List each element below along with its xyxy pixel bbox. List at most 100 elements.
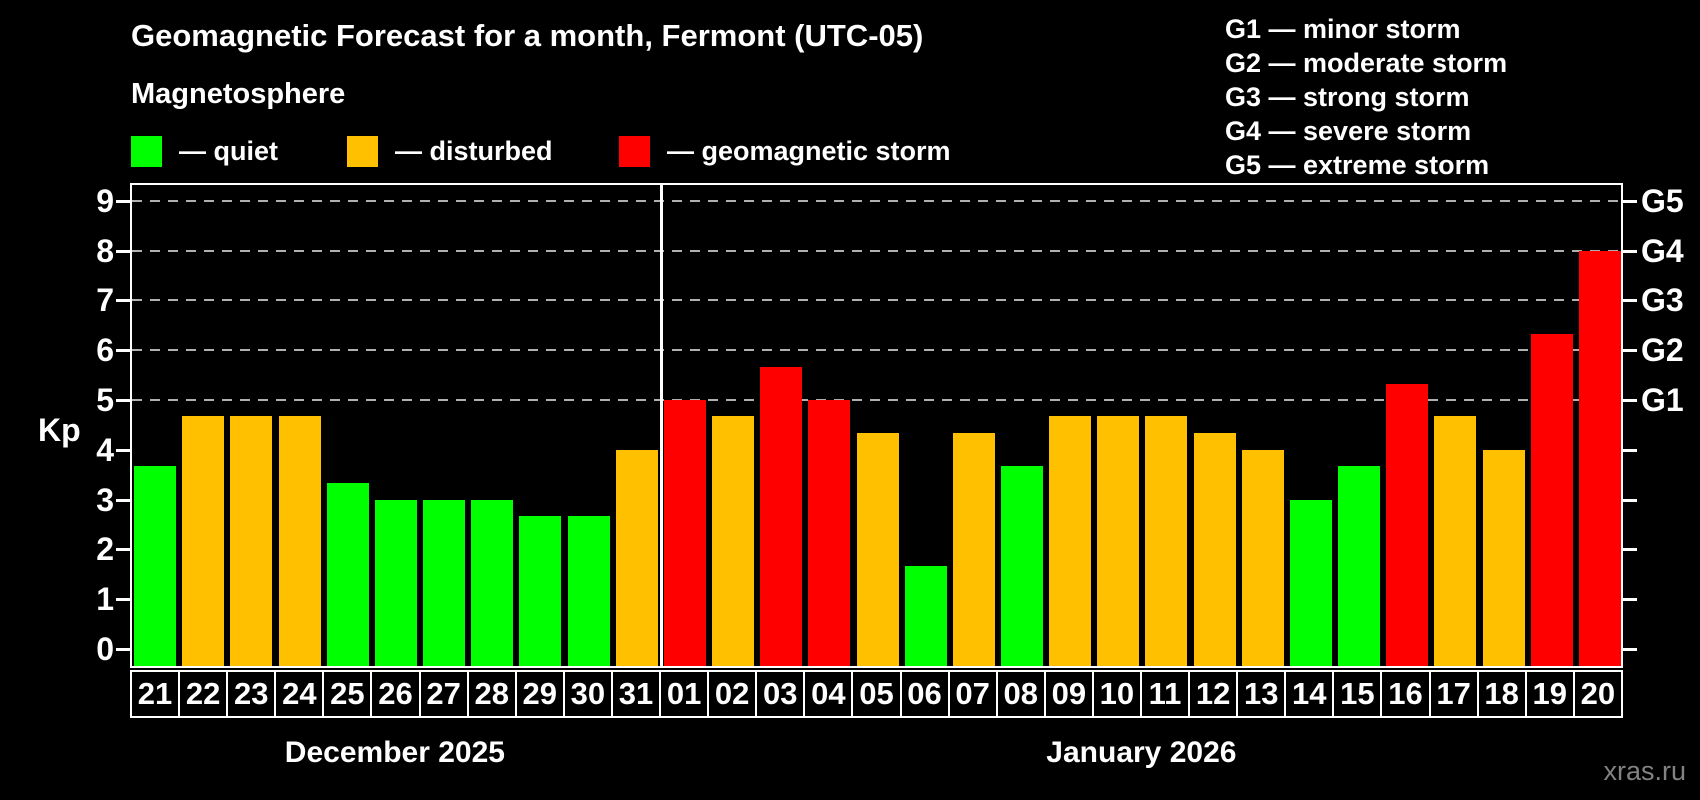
kp-bar-day-04 bbox=[808, 400, 851, 666]
g-axis-label-g4: G4 bbox=[1641, 232, 1684, 269]
day-label: 02 bbox=[709, 672, 758, 716]
g-legend-line: G4 — severe storm bbox=[1225, 116, 1472, 146]
kp-bar-day-03 bbox=[760, 366, 803, 666]
y-axis-label-3: 3 bbox=[96, 481, 114, 518]
y-axis-label-2: 2 bbox=[96, 531, 114, 568]
kp-bar-day-22 bbox=[182, 416, 225, 666]
plot-area bbox=[130, 183, 1623, 668]
y-tick-left bbox=[116, 548, 130, 552]
y-axis-label-7: 7 bbox=[96, 282, 114, 319]
kp-bar-day-23 bbox=[230, 416, 273, 666]
kp-bar-day-15 bbox=[1338, 466, 1381, 666]
chart-title: Geomagnetic Forecast for a month, Fermon… bbox=[131, 18, 924, 53]
month-separator-line bbox=[659, 185, 663, 666]
y-axis-label-1: 1 bbox=[96, 581, 114, 618]
kp-bar-day-30 bbox=[567, 516, 610, 666]
g-axis-label-g2: G2 bbox=[1641, 332, 1684, 369]
grid-line-kp9 bbox=[132, 199, 1621, 202]
y-tick-right bbox=[1623, 199, 1637, 203]
y-tick-left bbox=[116, 249, 130, 253]
day-label: 30 bbox=[565, 672, 613, 716]
day-label: 03 bbox=[757, 672, 806, 716]
day-label: 31 bbox=[613, 672, 662, 716]
legend-item-quiet: — quiet bbox=[131, 136, 278, 167]
watermark: xras.ru bbox=[1603, 756, 1686, 786]
y-tick-right bbox=[1623, 349, 1637, 353]
y-tick-right bbox=[1623, 548, 1637, 552]
kp-bar-day-28 bbox=[471, 499, 514, 666]
day-label: 12 bbox=[1190, 672, 1239, 716]
grid-line-kp5 bbox=[132, 399, 1621, 401]
day-label: 26 bbox=[372, 672, 421, 716]
month-label: December 2025 bbox=[284, 736, 505, 769]
day-label: 07 bbox=[950, 672, 998, 716]
kp-bar-day-18 bbox=[1482, 449, 1525, 666]
legend-label: — quiet bbox=[179, 136, 278, 166]
y-tick-left bbox=[116, 199, 130, 203]
y-tick-left bbox=[116, 399, 130, 402]
kp-bar-day-06 bbox=[904, 565, 947, 666]
day-label: 24 bbox=[276, 672, 325, 716]
kp-bar-day-07 bbox=[952, 433, 995, 666]
legend-item-disturbed: — disturbed bbox=[347, 136, 553, 167]
g-axis-label-g1: G1 bbox=[1641, 382, 1684, 418]
day-label: 18 bbox=[1479, 672, 1527, 716]
kp-bar-day-05 bbox=[856, 433, 899, 666]
day-label: 28 bbox=[469, 672, 517, 716]
y-tick-right bbox=[1623, 498, 1637, 502]
y-axis-label-0: 0 bbox=[96, 631, 114, 667]
x-axis-day-labels: 21 22 23 24 25 26 27 28 29 30 31 01 02 03 04 05 06 07 08 09… bbox=[130, 670, 1623, 718]
day-label: 21 bbox=[132, 672, 181, 716]
disturbed-swatch bbox=[347, 136, 378, 167]
grid-line-kp7 bbox=[132, 299, 1621, 302]
y-tick-left bbox=[116, 299, 130, 303]
day-label: 06 bbox=[902, 672, 950, 716]
y-axis-label-9: 9 bbox=[96, 182, 114, 219]
y-tick-right bbox=[1623, 448, 1637, 452]
day-label: 04 bbox=[805, 672, 854, 716]
kp-bar-day-27 bbox=[423, 499, 466, 666]
g-axis-label-g5: G5 bbox=[1641, 182, 1684, 219]
kp-bar-day-24 bbox=[278, 416, 321, 666]
kp-bar-day-13 bbox=[1241, 449, 1284, 666]
g-axis-label-g3: G3 bbox=[1641, 282, 1684, 319]
kp-bar-day-19 bbox=[1530, 333, 1573, 666]
day-label: 25 bbox=[324, 672, 373, 716]
legend-label: — disturbed bbox=[395, 136, 553, 166]
kp-bar-day-17 bbox=[1434, 416, 1477, 666]
day-label: 13 bbox=[1238, 672, 1287, 716]
kp-bar-day-09 bbox=[1049, 416, 1092, 666]
y-axis-label-6: 6 bbox=[96, 332, 114, 369]
kp-bar-day-14 bbox=[1289, 499, 1332, 666]
y-axis-title: Kp bbox=[38, 412, 81, 448]
legend-item-storm: — geomagnetic storm bbox=[619, 136, 951, 167]
day-label: 16 bbox=[1382, 672, 1431, 716]
quiet-swatch bbox=[131, 136, 162, 167]
day-label: 22 bbox=[180, 672, 229, 716]
legend-label: — geomagnetic storm bbox=[667, 136, 951, 166]
y-tick-left bbox=[116, 349, 130, 353]
g-legend-line: G5 — extreme storm bbox=[1225, 150, 1490, 180]
y-tick-right bbox=[1623, 249, 1637, 253]
kp-bar-day-20 bbox=[1578, 250, 1621, 666]
kp-bar-day-26 bbox=[374, 499, 417, 666]
y-axis-label-5: 5 bbox=[96, 382, 114, 418]
day-label: 01 bbox=[661, 672, 710, 716]
day-label: 05 bbox=[853, 672, 902, 716]
g-legend-line: G3 — strong storm bbox=[1225, 82, 1470, 112]
grid-line-kp6 bbox=[132, 349, 1621, 352]
kp-bar-day-21 bbox=[134, 466, 177, 666]
y-tick-left bbox=[116, 648, 130, 651]
kp-bar-day-12 bbox=[1193, 433, 1236, 666]
kp-bar-day-01 bbox=[663, 400, 706, 666]
y-tick-left bbox=[116, 448, 130, 452]
day-label: 23 bbox=[228, 672, 277, 716]
kp-bar-day-25 bbox=[326, 483, 369, 666]
kp-bar-day-10 bbox=[1097, 416, 1140, 666]
kp-bar-day-29 bbox=[519, 516, 562, 666]
day-label: 20 bbox=[1580, 676, 1616, 711]
magnetosphere-label: Magnetosphere bbox=[131, 78, 346, 110]
kp-bar-day-31 bbox=[615, 449, 658, 666]
y-axis-label-8: 8 bbox=[96, 232, 114, 269]
kp-bar-day-08 bbox=[1000, 466, 1043, 666]
